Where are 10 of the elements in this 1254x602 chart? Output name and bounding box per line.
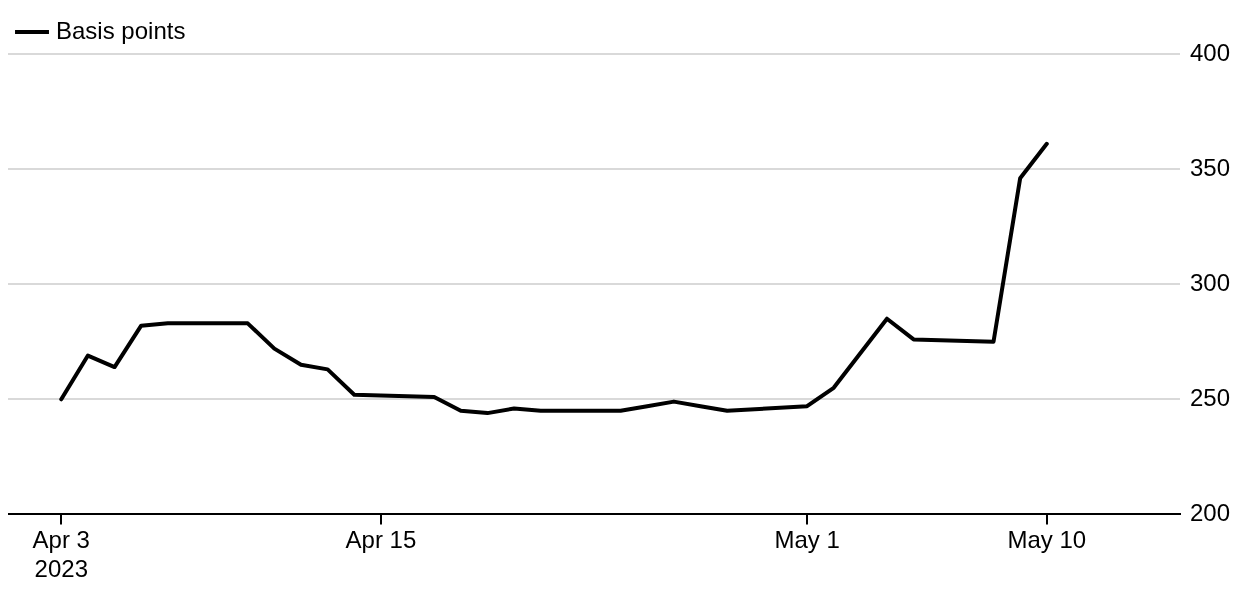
y-tick-label: 250 <box>1189 383 1230 411</box>
legend-label: Basis points <box>56 16 186 44</box>
y-tick-label: 300 <box>1189 268 1230 296</box>
y-tick-label: 350 <box>1189 153 1230 181</box>
x-tick-label: Apr 15 <box>345 526 417 554</box>
y-tick-label: 400 <box>1189 38 1230 66</box>
x-tick-label: May 1 <box>774 526 840 554</box>
x-tick-label: May 10 <box>1007 526 1087 554</box>
x-tick-label: Apr 3 2023 <box>32 526 90 583</box>
y-tick-label: 200 <box>1189 499 1230 527</box>
